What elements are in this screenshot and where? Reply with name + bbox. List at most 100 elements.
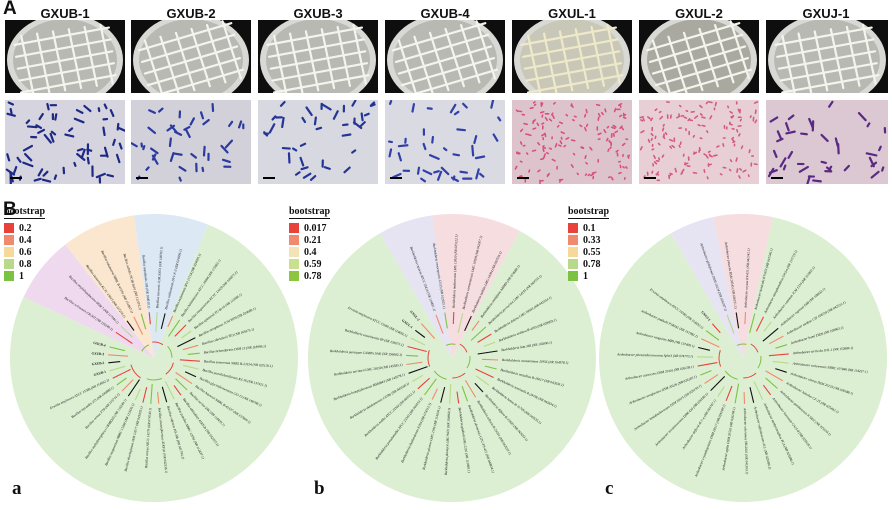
tree-leaf-label: Arthrobacter scleromae YH-2001 (NR 04156… [743, 407, 749, 475]
legend-entry: 0.1 [568, 222, 609, 234]
gram-stain-micrograph [766, 100, 888, 184]
tree-leaf-label: Arthrobacter oryzae KV-651 (NR 041545.1) [744, 248, 751, 310]
tree-branch [134, 388, 141, 401]
tree-branch [765, 370, 784, 382]
legend-swatch [568, 259, 578, 269]
tree-branch [464, 315, 472, 332]
phylogenetic-tree-bacillus: Bacillus velezensis CR-502 (NR 116240.1)… [8, 212, 300, 504]
tree-branch [456, 391, 460, 404]
tree-branch [126, 320, 135, 331]
legend-entry: 0.4 [4, 234, 45, 246]
culture-plate-photo [512, 20, 632, 93]
tree-branch [108, 361, 121, 364]
tree-branch [150, 383, 153, 404]
culture-plate-photo [131, 20, 251, 93]
tree-branch [711, 323, 721, 334]
tree-internal-arc [427, 350, 431, 367]
legend-value: 0.1 [583, 222, 596, 234]
subpanel-letter-b: b [314, 478, 325, 499]
scale-bar [390, 177, 402, 179]
tree-branch [181, 330, 192, 339]
tree-branch [457, 313, 464, 333]
legend-title: bootstrap [4, 206, 46, 219]
tree-branch [477, 350, 498, 355]
legend-entry: 0.78 [568, 258, 609, 270]
clade-sector [713, 213, 773, 358]
legend-swatch [568, 271, 578, 281]
tree-branch [744, 312, 747, 325]
tree-leaf-label: Burkholderia puraquae CAMPA 1040 (NR 156… [330, 349, 403, 357]
tree-leaf-label: GXUB-1 [93, 370, 107, 377]
clade-sector [599, 217, 888, 502]
tree-branch [697, 362, 718, 367]
legend-swatch [289, 259, 299, 269]
legend-value: 0.4 [19, 234, 32, 246]
tree-branch [182, 344, 199, 351]
tree-branch [449, 383, 452, 404]
legend-swatch [4, 259, 14, 269]
tree-branch [763, 321, 772, 332]
tree-leaf-label: Bacillus stercoris JCM 30051 (NR 148763.… [155, 246, 163, 308]
gram-stain-micrograph [512, 100, 632, 184]
tree-branch [483, 341, 496, 347]
tree-branch [768, 353, 789, 357]
tree-internal-arc [743, 372, 757, 379]
legend-title: bootstrap [568, 206, 610, 219]
tree-branch [160, 313, 166, 330]
tree-branch [440, 386, 446, 403]
tree-branch [464, 380, 477, 398]
legend-value: 0.8 [19, 258, 32, 270]
tree-branch [477, 333, 492, 343]
bootstrap-legend-c: bootstrap 0.1 0.33 0.55 0.78 1 [568, 206, 610, 282]
tree-branch [155, 312, 158, 333]
clade-sector [671, 217, 743, 358]
tree-branch [749, 313, 756, 334]
tree-internal-arc [718, 350, 722, 367]
tree-internal-arc [433, 370, 447, 380]
legend-title: bootstrap [289, 206, 331, 219]
tree-leaf-label: Burkholderia multivorans LMG 13010 (NR 0… [452, 234, 459, 308]
tree-branch [765, 377, 778, 389]
tree-branch [168, 319, 181, 337]
legend-swatch [4, 247, 14, 257]
tree-branch [420, 323, 436, 339]
tree-branch [481, 358, 499, 361]
scale-bar [644, 177, 656, 179]
tree-branch [157, 391, 160, 404]
tree-leaf-label: Bacillus sonorensis NRRL B-23154 (NR 025… [204, 359, 274, 368]
tree-branch [734, 383, 740, 404]
tree-branch [407, 345, 427, 353]
scale-bar [771, 177, 783, 179]
bootstrap-legend-b: bootstrap 0.017 0.21 0.4 0.59 0.78 [289, 206, 331, 282]
tree-branch [127, 379, 140, 397]
scale-bar [136, 177, 148, 179]
tree-branch [167, 315, 174, 328]
gram-stain-micrograph [131, 100, 251, 184]
tree-branch [410, 337, 426, 346]
tree-branch [431, 388, 438, 400]
tree-branch [174, 324, 187, 337]
strain-label-gxub-2: GXUB-2 [166, 6, 216, 21]
tree-branch [755, 316, 764, 332]
tree-branch [133, 316, 144, 335]
tree-leaf-label: GXUB-3 [91, 351, 104, 356]
culture-plate-photo [258, 20, 378, 93]
tree-branch [148, 312, 151, 325]
tree-branch [705, 330, 720, 341]
tree-branch [704, 374, 719, 384]
tree-branch [470, 326, 487, 341]
tree-internal-arc [445, 343, 456, 346]
tree-branch [417, 377, 431, 390]
legend-swatch [289, 247, 299, 257]
tree-branch [121, 379, 134, 392]
gram-stain-micrograph [385, 100, 505, 184]
tree-branch [179, 359, 200, 362]
subpanel-letter-a: a [12, 478, 22, 499]
tree-branch [772, 360, 789, 364]
tree-branch [700, 370, 712, 376]
clade-sector [9, 224, 298, 503]
tree-leaf-label: Burkholderia plantarii LMG 9035 (NR 1049… [444, 407, 451, 475]
legend-entry: 0.6 [4, 246, 45, 258]
legend-value: 0.78 [304, 270, 322, 282]
tree-branch [424, 378, 437, 396]
